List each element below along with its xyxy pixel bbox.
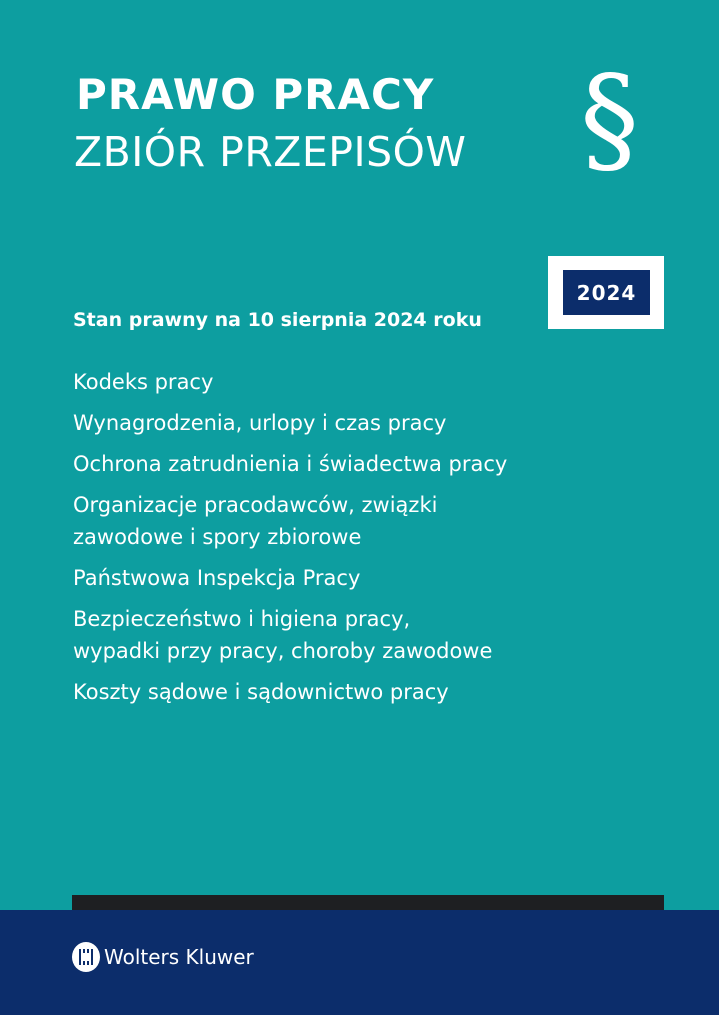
contents-item: Koszty sądowe i sądownictwo pracy — [73, 680, 449, 704]
contents-list: Kodeks pracy Wynagrodzenia, urlopy i cza… — [73, 366, 507, 717]
legal-status: Stan prawny na 10 sierpnia 2024 roku — [73, 309, 482, 331]
contents-item: Państwowa Inspekcja Pracy — [73, 566, 361, 590]
year-label: 2024 — [563, 270, 650, 315]
contents-item: Organizacje pracodawców, związki zawodow… — [73, 493, 438, 549]
contents-item: Wynagrodzenia, urlopy i czas pracy — [73, 411, 447, 435]
divider-bar — [72, 895, 664, 911]
cover-subtitle: ZBIÓR PRZEPISÓW — [74, 128, 467, 176]
publisher-name: Wolters Kluwer — [104, 945, 254, 969]
cover-title: PRAWO PRACY — [76, 70, 435, 119]
contents-item: Bezpieczeństwo i higiena pracy, wypadki … — [73, 607, 493, 663]
paragraph-symbol-icon: § — [580, 50, 639, 188]
publisher-footer: Wolters Kluwer — [0, 910, 719, 1015]
year-badge: 2024 — [548, 256, 664, 329]
publisher-logo: Wolters Kluwer — [72, 942, 254, 972]
contents-item: Ochrona zatrudnienia i świadectwa pracy — [73, 452, 508, 476]
wolters-kluwer-logo-icon — [72, 942, 100, 972]
contents-item: Kodeks pracy — [73, 370, 214, 394]
